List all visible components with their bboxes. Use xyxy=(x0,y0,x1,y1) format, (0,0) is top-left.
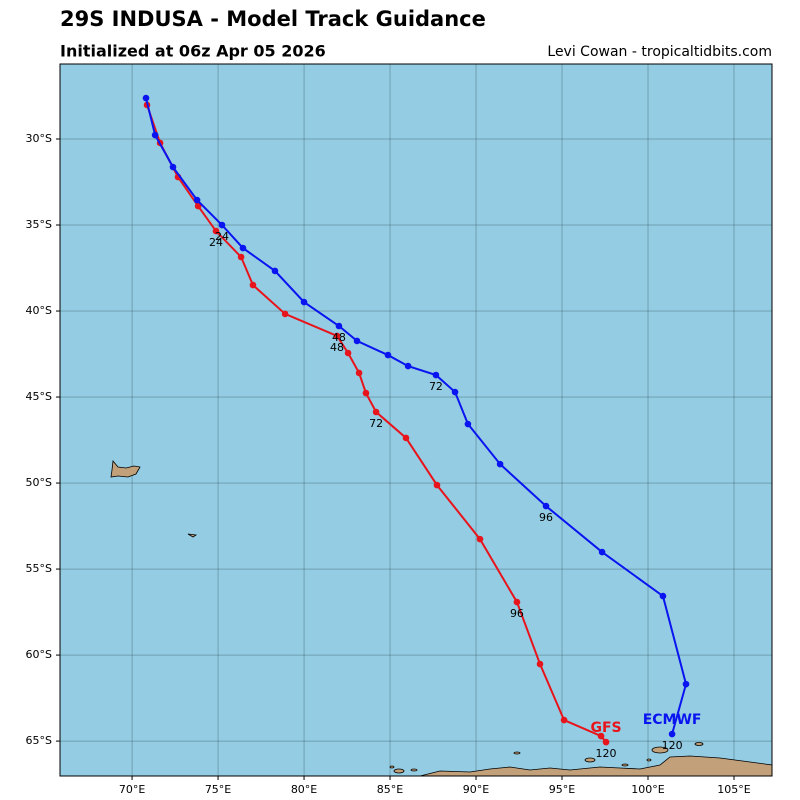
track-point xyxy=(300,298,308,306)
x-tick-label: 90°E xyxy=(463,783,489,796)
track-point xyxy=(142,94,150,102)
track-point xyxy=(404,362,412,370)
grid xyxy=(60,64,772,776)
y-tick-label: 65°S xyxy=(26,734,52,747)
track-point xyxy=(496,460,504,468)
x-tick-label: 75°E xyxy=(205,783,231,796)
track-point xyxy=(271,267,279,275)
hour-label: 48 xyxy=(330,341,344,354)
hour-label: 120 xyxy=(662,739,683,752)
track-point xyxy=(542,502,550,510)
hour-label: 24 xyxy=(215,230,229,243)
track-point xyxy=(597,732,605,740)
y-tick-label: 55°S xyxy=(26,562,52,575)
hour-label: 120 xyxy=(596,747,617,760)
track-point xyxy=(682,680,690,688)
tracks: 24 48 72 96 120 GFS 24 48 72 96 120 ECMWF xyxy=(142,94,702,760)
track-point xyxy=(237,253,245,261)
model-label: GFS xyxy=(590,720,621,736)
track-point xyxy=(451,388,459,396)
track-point xyxy=(362,389,370,397)
y-tick-label: 50°S xyxy=(26,476,52,489)
y-tick-label: 60°S xyxy=(26,648,52,661)
frame xyxy=(59,63,773,777)
track-point xyxy=(659,592,667,600)
track-point xyxy=(353,337,361,345)
credit: Levi Cowan - tropicaltidbits.com xyxy=(547,44,772,60)
track-point xyxy=(560,716,568,724)
model-label: ECMWF xyxy=(643,712,702,728)
track-point xyxy=(602,738,610,746)
track-point xyxy=(194,202,202,210)
track-point xyxy=(333,332,341,340)
track-point xyxy=(432,371,440,379)
chart-title: 29S INDUSA - Model Track Guidance xyxy=(60,7,486,31)
track-point xyxy=(513,598,521,606)
track-point xyxy=(218,221,226,229)
track-point xyxy=(151,131,159,139)
x-tick-label: 105°E xyxy=(717,783,750,796)
track-point xyxy=(668,730,676,738)
hour-label: 24 xyxy=(209,236,223,249)
x-tick-label: 80°E xyxy=(291,783,317,796)
track-point xyxy=(433,481,441,489)
track-point xyxy=(598,548,606,556)
y-tick-label: 40°S xyxy=(26,304,52,317)
track-point xyxy=(169,163,177,171)
track-point xyxy=(402,434,410,442)
y-tick-label: 30°S xyxy=(26,132,52,145)
x-tick-label: 70°E xyxy=(119,783,145,796)
land xyxy=(110,460,773,777)
y-tick-label: 45°S xyxy=(26,390,52,403)
track-point xyxy=(335,322,343,330)
hour-label: 48 xyxy=(332,331,346,344)
track-point xyxy=(384,351,392,359)
track-point xyxy=(476,535,484,543)
track-point xyxy=(239,244,247,252)
x-tick-label: 85°E xyxy=(377,783,403,796)
track-point xyxy=(344,349,352,357)
track-point xyxy=(355,369,363,377)
track-point xyxy=(249,281,257,289)
track-point xyxy=(536,660,544,668)
track-point xyxy=(212,227,220,235)
track-point xyxy=(281,310,289,318)
hour-label: 72 xyxy=(369,417,383,430)
hour-label: 72 xyxy=(429,380,443,393)
track-point xyxy=(193,196,201,204)
x-tick-label: 100°E xyxy=(631,783,664,796)
hour-label: 96 xyxy=(510,607,524,620)
chart-subtitle: Initialized at 06z Apr 05 2026 xyxy=(60,42,326,61)
ocean xyxy=(60,64,772,776)
hour-label: 96 xyxy=(539,511,553,524)
track-point xyxy=(372,408,380,416)
track-point xyxy=(464,420,472,428)
x-tick-label: 95°E xyxy=(549,783,575,796)
y-tick-label: 35°S xyxy=(26,218,52,231)
